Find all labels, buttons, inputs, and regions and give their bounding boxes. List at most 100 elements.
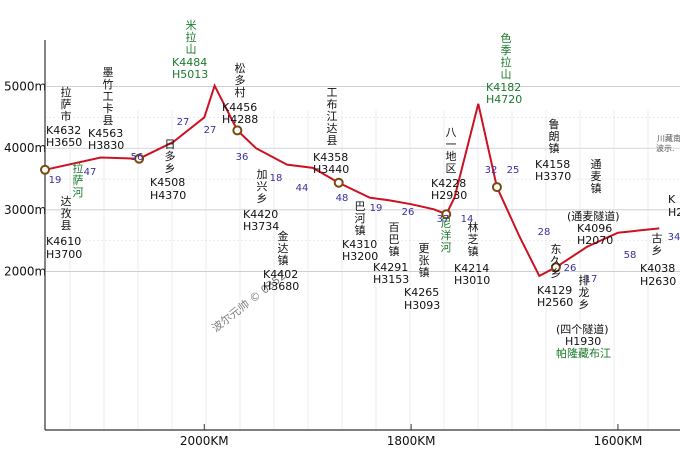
edge-label: 波示. — [656, 143, 675, 153]
segment-distance: 56 — [131, 152, 144, 163]
town-name-char: 布 — [327, 98, 338, 111]
town-name-char: 多 — [165, 149, 176, 163]
town-km: K4456 — [222, 101, 257, 114]
town-km: K4265 — [404, 286, 439, 299]
town-name-char: 县 — [61, 219, 72, 232]
town-name-char: 林 — [468, 220, 479, 234]
town-marker — [491, 182, 502, 193]
y-tick-label: 2000m — [4, 265, 46, 279]
river-name: 尼洋河 — [441, 217, 452, 254]
town-name-char: 八 — [446, 126, 457, 139]
segment-distance: 44 — [296, 183, 309, 194]
town-name-char: 古 — [652, 232, 663, 245]
segment-distance: 36 — [236, 152, 249, 163]
town-name-char: 河 — [355, 212, 366, 225]
edge-label: 川藏南 — [657, 133, 680, 143]
town-marker — [550, 262, 561, 273]
segment-distance: 26 — [564, 263, 577, 274]
town-name-char: 镇 — [419, 265, 430, 279]
town-height: H2070 — [577, 234, 613, 247]
town-name-char: 东 — [551, 243, 562, 256]
town-km: K4291 — [373, 261, 408, 274]
town-height: H3093 — [404, 299, 440, 312]
pass-name: 米拉山 — [186, 19, 197, 56]
segment-distance: 18 — [270, 173, 283, 184]
town-name-char: 孜 — [61, 206, 72, 220]
town-name-char: 镇 — [278, 253, 289, 267]
town-name-char: 墨 — [103, 66, 114, 79]
river-name: 帕隆藏布江 — [556, 346, 611, 360]
segment-distance: 27 — [177, 117, 190, 128]
town-name-char: 工 — [103, 90, 114, 103]
town-km: K4632 — [46, 124, 81, 137]
town-name: 金达镇 — [278, 229, 289, 267]
town-marker — [134, 153, 145, 164]
town-name-char: 排 — [579, 273, 590, 287]
town-name: 日多乡 — [165, 138, 176, 175]
town-name: 更张镇 — [419, 242, 430, 279]
town-height: H2630 — [640, 275, 676, 288]
pass-name-char: 色 — [501, 31, 512, 45]
town-km: K4610 — [46, 235, 81, 248]
town-name-char: 久 — [551, 255, 562, 268]
town-height: H3700 — [46, 248, 82, 261]
town-name-char: 巴 — [389, 233, 400, 246]
pass-name-char: 季 — [501, 44, 512, 57]
town-name-char: 芝 — [468, 233, 479, 246]
town-name: 达孜县 — [61, 195, 72, 232]
town-km: K4228 — [431, 177, 466, 190]
town-name-char: 镇 — [591, 181, 602, 195]
town-name-char: 达 — [278, 242, 289, 255]
town-name-char: 乡 — [551, 267, 562, 280]
segment-distance: 14 — [461, 214, 474, 225]
segment-distance: 19 — [49, 175, 62, 186]
town-height: H3680 — [263, 280, 299, 293]
town-height: H3010 — [454, 274, 490, 287]
town-name-char: 兴 — [257, 180, 268, 193]
pass-name-char: 山 — [186, 43, 197, 56]
town-name-char: 村 — [235, 85, 246, 99]
town-note: (通麦隧道) — [567, 209, 620, 223]
town-name-char: 朗 — [549, 130, 560, 143]
town-name: 巴河镇 — [355, 200, 366, 237]
town-height: H3370 — [535, 170, 571, 183]
town-name-char: 鲁 — [549, 117, 560, 131]
town-height: H2560 — [537, 296, 573, 309]
town-name-char: 百 — [389, 221, 400, 234]
town-name-char: 萨 — [61, 98, 72, 111]
edge-label: H2 — [668, 206, 680, 219]
town-name-char: 通 — [591, 158, 602, 171]
y-tick-label: 3000m — [4, 203, 46, 217]
river-name-char: 拉 — [73, 161, 84, 175]
town-name-char: 卡 — [103, 102, 114, 115]
town-marker — [232, 125, 243, 136]
pass-km: K4484 — [172, 56, 207, 69]
town-marker — [441, 209, 452, 220]
town-height: H3830 — [88, 139, 124, 152]
pass-name-char: 米 — [186, 19, 197, 32]
town-name-char: 江 — [327, 110, 338, 123]
town-name-char: 乡 — [652, 244, 663, 257]
town-km: K4420 — [243, 208, 278, 221]
town-name-char: 镇 — [355, 223, 366, 237]
town-km: K4038 — [640, 262, 675, 275]
town-name-char: 县 — [327, 134, 338, 147]
town-name: 百巴镇 — [389, 221, 400, 258]
town-height: H3650 — [46, 136, 82, 149]
town-name-char: 达 — [61, 195, 72, 208]
edge-label: K — [668, 193, 676, 206]
town-name: 加兴乡 — [257, 168, 268, 205]
town-name-char: 拉 — [61, 85, 72, 99]
town-name-char: 多 — [235, 73, 246, 87]
town-name-char: 镇 — [549, 141, 560, 155]
grid-lines — [45, 86, 680, 430]
y-tick-label: 4000m — [4, 141, 46, 155]
town-name-char: 地 — [446, 150, 457, 163]
town-name: 东久乡 — [551, 243, 562, 280]
town-name: 松多村 — [235, 61, 246, 99]
town-name-char: 更 — [419, 242, 430, 255]
pass-name-char: 山 — [501, 68, 512, 81]
